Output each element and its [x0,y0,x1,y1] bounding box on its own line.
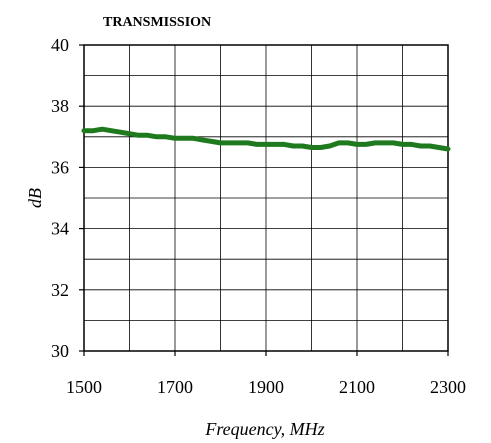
y-tick-label: 30 [51,341,69,361]
series-line [81,126,451,152]
chart-title: TRANSMISSION [103,15,211,30]
plot-area [79,44,451,356]
x-axis-label: Frequency, MHz [204,419,324,439]
x-tick-label: 1700 [157,377,193,397]
y-tick-label: 32 [51,280,69,300]
y-axis-label: dB [25,188,45,208]
y-tick-label: 40 [51,35,69,55]
x-tick-label: 1500 [66,377,102,397]
x-tick-label: 2300 [430,377,466,397]
x-axis-ticks: 1500 1700 1900 2100 2300 [66,377,466,397]
y-tick-label: 38 [51,96,69,116]
y-tick-label: 36 [51,157,69,177]
y-axis-ticks: 30 32 34 36 38 40 [51,35,69,361]
x-tick-label: 1900 [248,377,284,397]
x-tick-label: 2100 [339,377,375,397]
y-tick-label: 34 [51,219,69,239]
